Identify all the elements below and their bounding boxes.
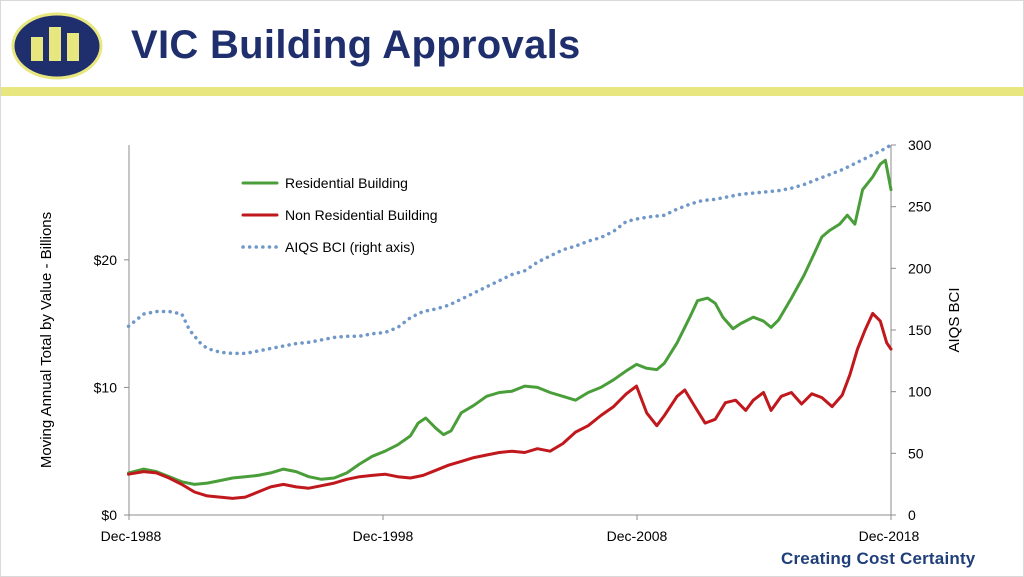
y2-axis-title: AIQS BCI bbox=[946, 287, 963, 352]
tagline: Creating Cost Certainty bbox=[781, 549, 976, 568]
y2-tick-label: 200 bbox=[908, 260, 932, 276]
legend-label: Residential Building bbox=[285, 175, 408, 191]
y-tick-label: $10 bbox=[94, 379, 118, 395]
x-tick-label: Dec-1988 bbox=[101, 528, 162, 544]
y2-tick-label: 50 bbox=[908, 445, 924, 461]
y-tick-label: $20 bbox=[94, 252, 118, 268]
series-line-2 bbox=[126, 143, 893, 356]
y2-tick-label: 0 bbox=[908, 507, 916, 523]
series-line-0 bbox=[127, 158, 893, 486]
page-title: VIC Building Approvals bbox=[131, 23, 581, 67]
y2-tick-label: 300 bbox=[908, 137, 932, 153]
company-logo bbox=[11, 12, 103, 80]
building-approvals-chart: $0 $10 $20 0 50 100 150 200 250 300 Dec-1988 Dec-19… bbox=[38, 137, 963, 544]
legend-label: Non Residential Building bbox=[285, 207, 438, 223]
y2-tick-label: 250 bbox=[908, 199, 932, 215]
x-tick-label: Dec-1998 bbox=[353, 528, 414, 544]
logo-bar-right bbox=[67, 33, 79, 61]
y-axis-title: Moving Annual Total by Value - Billions bbox=[38, 212, 55, 468]
logo-bar-left bbox=[31, 37, 43, 61]
y2-tick-label: 150 bbox=[908, 322, 932, 338]
series-line-1 bbox=[127, 311, 893, 500]
title-accent-bar bbox=[1, 87, 1024, 96]
y2-tick-label: 100 bbox=[908, 384, 932, 400]
x-tick-label: Dec-2008 bbox=[607, 528, 668, 544]
legend-label: AIQS BCI (right axis) bbox=[285, 239, 415, 255]
x-tick-label: Dec-2018 bbox=[859, 528, 920, 544]
logo-bar-middle bbox=[49, 27, 61, 61]
y-tick-label: $0 bbox=[101, 507, 117, 523]
